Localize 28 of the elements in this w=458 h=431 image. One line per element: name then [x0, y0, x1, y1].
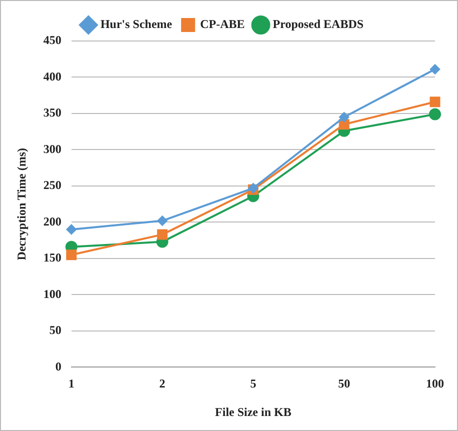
- y-tick-label: 50: [49, 323, 62, 338]
- point: [66, 250, 77, 260]
- y-tick-label: 200: [43, 214, 62, 228]
- point: [339, 112, 350, 122]
- legend-label: Proposed EABDS: [272, 17, 364, 32]
- y-tick-label: 400: [43, 69, 62, 84]
- point: [66, 224, 76, 234]
- x-tick-label: 50: [338, 376, 350, 390]
- y-tick-label: 150: [43, 250, 62, 265]
- legend-label: CP-ABE: [200, 17, 245, 32]
- y-tick-label: 300: [43, 142, 62, 156]
- y-tick-label: 0: [55, 359, 62, 374]
- legend-label: Hur's Scheme: [100, 17, 173, 32]
- y-tick-label: 100: [43, 286, 62, 301]
- y-tick-label: 250: [43, 178, 62, 192]
- x-tick-label: 100: [426, 376, 444, 390]
- x-tick-label: 5: [250, 376, 256, 390]
- x-tick-label: 2: [159, 376, 166, 390]
- point: [430, 64, 440, 74]
- point: [429, 108, 441, 120]
- point: [430, 96, 440, 108]
- y-tick-label: 350: [43, 106, 62, 120]
- point: [157, 229, 168, 240]
- y-tick-label: 450: [43, 33, 62, 48]
- x-axis-title: File Size in KB: [215, 404, 292, 419]
- point: [157, 216, 168, 226]
- y-axis-title: Decryption Time (ms): [14, 148, 28, 260]
- x-tick-label: 1: [68, 376, 74, 390]
